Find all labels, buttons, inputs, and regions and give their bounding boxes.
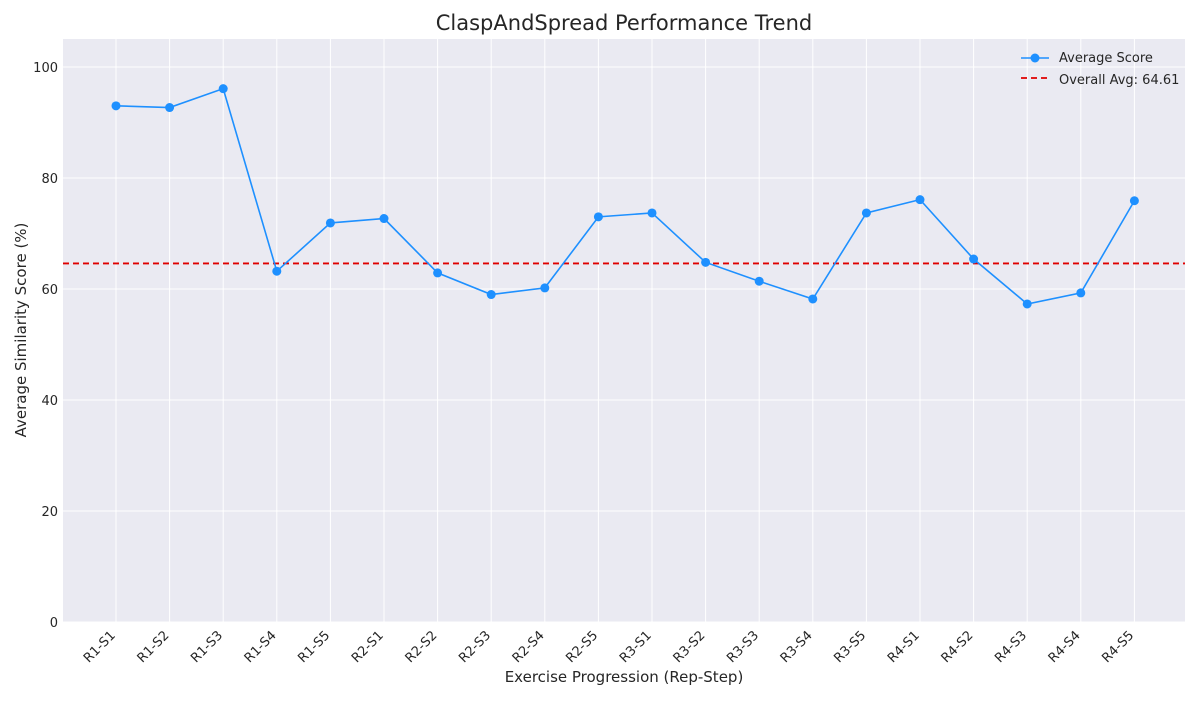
legend-average-label: Overall Avg: 64.61 — [1059, 73, 1179, 88]
x-tick-label: R2-S3 — [456, 628, 494, 666]
data-point — [165, 103, 175, 113]
x-tick-label: R2-S2 — [403, 628, 441, 666]
data-point — [218, 84, 228, 94]
data-point — [861, 208, 871, 218]
x-tick-label: R2-S1 — [349, 628, 387, 666]
x-tick-label: R4-S1 — [885, 628, 923, 666]
y-tick-label: 60 — [41, 283, 58, 298]
data-point — [593, 212, 603, 222]
plot-area — [63, 39, 1185, 622]
data-point — [325, 218, 335, 228]
y-tick-label: 20 — [41, 505, 58, 520]
y-axis-label: Average Similarity Score (%) — [12, 223, 30, 438]
legend-series-marker-icon — [1030, 53, 1040, 63]
data-point — [969, 254, 979, 264]
x-axis-label: Exercise Progression (Rep-Step) — [505, 668, 744, 686]
x-tick-label: R1-S4 — [242, 628, 280, 666]
chart-title: ClaspAndSpread Performance Trend — [436, 11, 813, 35]
data-point — [701, 257, 711, 267]
legend: Average Score Overall Avg: 64.61 — [1021, 51, 1179, 88]
x-tick-label: R1-S1 — [81, 628, 119, 666]
y-axis-ticks: 0 20 40 60 80 100 — [33, 61, 58, 631]
x-tick-label: R3-S2 — [671, 628, 709, 666]
series-line — [115, 87, 1136, 305]
data-point — [1076, 288, 1086, 298]
data-point — [1022, 299, 1032, 309]
data-point — [754, 276, 764, 286]
grid-lines — [63, 39, 1185, 623]
x-tick-label: R4-S3 — [992, 628, 1030, 666]
x-tick-label: R1-S5 — [295, 628, 333, 666]
x-tick-label: R1-S3 — [188, 628, 226, 666]
x-tick-label: R4-S4 — [1046, 628, 1084, 666]
x-tick-label: R4-S2 — [939, 628, 977, 666]
data-point — [647, 208, 657, 218]
x-tick-label: R3-S4 — [778, 628, 816, 666]
data-point — [540, 283, 550, 293]
x-tick-label: R4-S5 — [1099, 628, 1137, 666]
data-point — [272, 266, 282, 276]
x-tick-label: R3-S5 — [831, 628, 869, 666]
data-point — [1129, 196, 1139, 206]
x-axis-ticks: R1-S1 R1-S2 R1-S3 R1-S4 R1-S5 R2-S1 R2-S2 R2-S3… — [81, 628, 1137, 666]
x-tick-label: R3-S1 — [617, 628, 655, 666]
data-point — [808, 294, 818, 304]
y-tick-label: 80 — [41, 172, 58, 187]
data-point — [915, 195, 925, 205]
x-tick-label: R1-S2 — [135, 628, 173, 666]
y-tick-label: 40 — [41, 394, 58, 409]
x-tick-label: R3-S3 — [724, 628, 762, 666]
y-tick-label: 0 — [50, 616, 58, 631]
y-tick-label: 100 — [33, 61, 58, 76]
data-point — [486, 290, 496, 300]
data-point — [111, 101, 121, 111]
series-layer — [111, 84, 1139, 309]
x-tick-label: R2-S5 — [563, 628, 601, 666]
data-point — [433, 268, 443, 278]
x-tick-label: R2-S4 — [510, 628, 548, 666]
legend-series-label: Average Score — [1059, 51, 1153, 66]
data-point — [379, 214, 389, 224]
